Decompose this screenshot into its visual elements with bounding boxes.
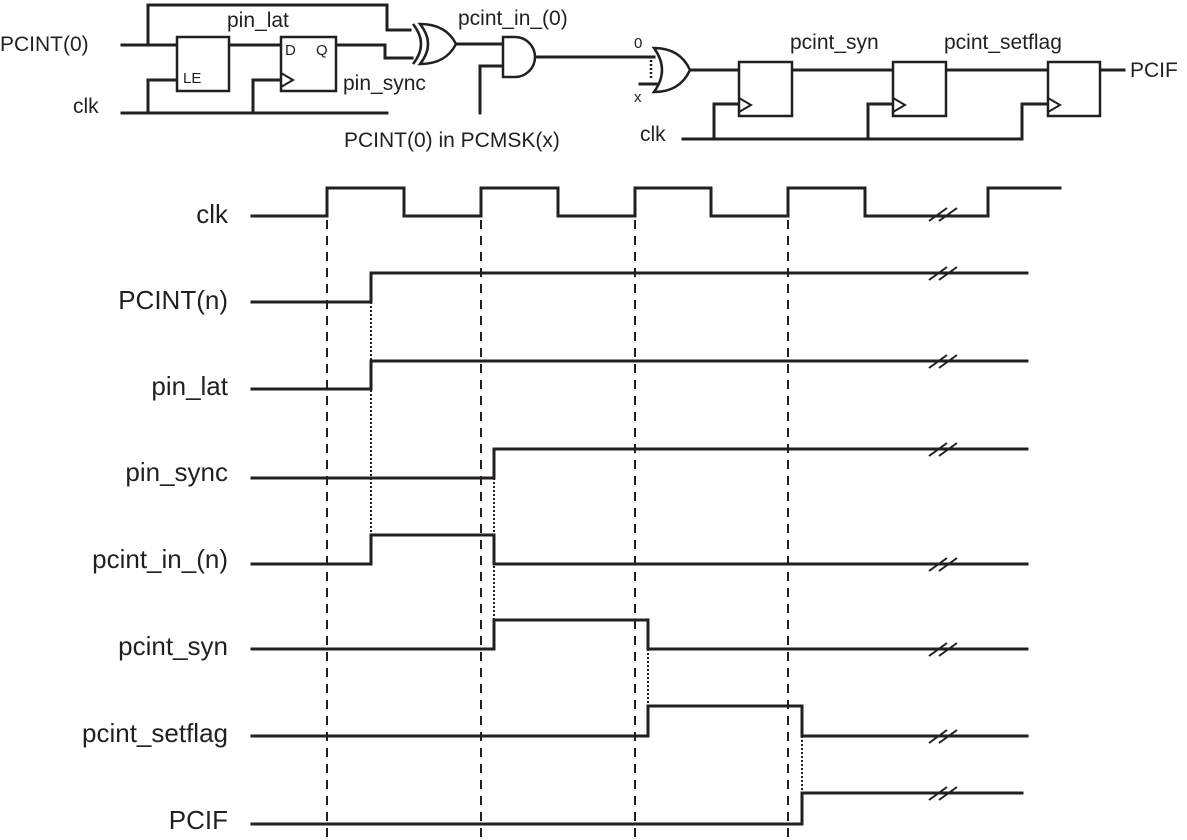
- timing-label-pin-lat: pin_lat: [151, 371, 228, 401]
- waveform-pin-sync: [250, 447, 1029, 480]
- and-gate: [501, 35, 537, 79]
- time-break-marks: [928, 207, 958, 801]
- timing-label-pcif: PCIF: [169, 805, 228, 835]
- timing-label-clk: clk: [196, 199, 229, 229]
- wire-ff-q-to-xor: [334, 43, 414, 60]
- pcint0-input-label: PCINT(0): [0, 33, 89, 56]
- latch-box: [175, 35, 231, 93]
- pcint-syn-schematic-label: pcint_syn: [790, 31, 879, 54]
- pcmsk-label: PCINT(0) in PCMSK(x): [344, 129, 560, 152]
- clk-left-label: clk: [73, 95, 99, 118]
- timing-label-pcint-syn: pcint_syn: [118, 631, 228, 661]
- waveform-clk: [250, 186, 1062, 218]
- waveform-pin-lat: [250, 359, 1029, 391]
- pin-lat-label: pin_lat: [227, 9, 289, 32]
- flipflop-2-clock-triangle: [892, 97, 907, 113]
- timing-diagram: clk PCINT(n) pin_lat pin_sync pcint_in_(…: [82, 186, 1062, 840]
- or-input-x-label: x: [634, 89, 642, 106]
- flipflop-3-clock-triangle: [1047, 97, 1062, 113]
- timing-label-pcint-n: PCINT(n): [118, 285, 228, 315]
- waveform-pcif: [250, 791, 1024, 826]
- pcint-in0-label: pcint_in_(0): [458, 7, 568, 30]
- latch-le-label: LE: [183, 70, 201, 87]
- timing-label-pin-sync: pin_sync: [125, 457, 228, 487]
- waveform-pcint-in-n: [250, 533, 1029, 566]
- sync-flipflop-clock-triangle: [280, 72, 295, 88]
- waveform-pcint-syn: [250, 618, 1029, 651]
- wire-clk-right: [681, 102, 1050, 141]
- pcint-setflag-schematic-label: pcint_setflag: [944, 31, 1062, 54]
- pcif-output-label: PCIF: [1130, 59, 1178, 82]
- wire-clk-left: [120, 78, 389, 115]
- waveform-pcint-setflag: [250, 704, 1029, 738]
- or-gate: [649, 46, 692, 94]
- ff-d-label: D: [285, 42, 296, 59]
- or-input-0-label: 0: [634, 35, 642, 52]
- schematic: PCINT(0) clk pin_lat LE D Q pin_sync pci…: [0, 3, 1178, 152]
- timing-label-pcint-setflag: pcint_setflag: [82, 718, 228, 748]
- xor-gate: [412, 22, 458, 66]
- pin-sync-label: pin_sync: [343, 72, 426, 95]
- clk-right-label: clk: [640, 123, 666, 146]
- timing-label-pcint-in-n: pcint_in_(n): [92, 544, 228, 574]
- flipflop-1-clock-triangle: [738, 97, 753, 113]
- ff-q-label: Q: [316, 42, 328, 59]
- wire-pcmsk-to-and: [478, 64, 505, 115]
- wire-pcint0-input: [120, 3, 412, 47]
- waveform-pcint-n: [250, 271, 1029, 304]
